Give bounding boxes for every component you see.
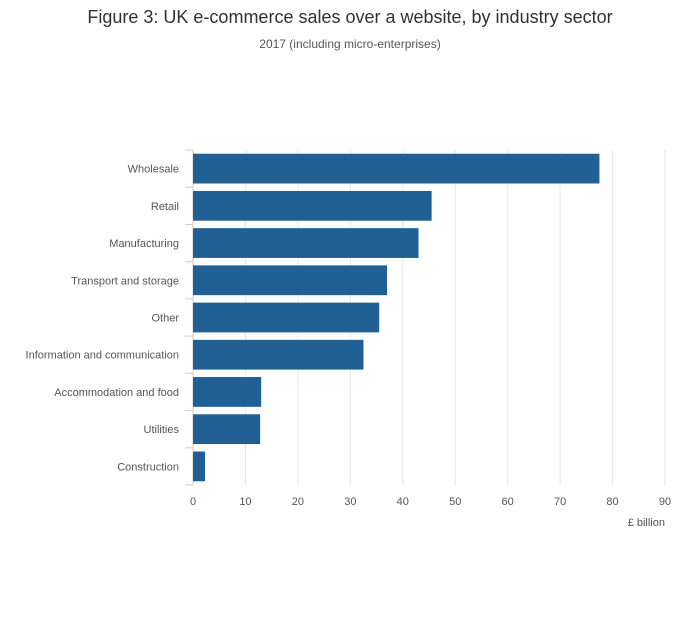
category-label: Manufacturing [109, 238, 179, 250]
bar [193, 228, 419, 258]
category-label: Transport and storage [71, 275, 179, 287]
bar [193, 190, 432, 221]
bar [193, 414, 261, 445]
x-tick-label: 60 [502, 496, 514, 508]
category-label: Information and communication [26, 350, 179, 362]
category-label: Utilities [144, 424, 180, 436]
category-label: Accommodation and food [54, 387, 179, 399]
bar [193, 302, 380, 333]
bar [193, 377, 262, 407]
x-tick-label: 0 [190, 496, 196, 508]
bar [193, 451, 206, 482]
category-label: Construction [117, 461, 179, 473]
category-label: Retail [151, 201, 179, 213]
x-axis-title: £ billion [628, 517, 665, 529]
bar [193, 339, 364, 370]
category-label: Wholesale [128, 164, 179, 176]
x-tick-label: 80 [606, 496, 618, 508]
x-tick-label: 20 [292, 496, 304, 508]
x-tick-label: 30 [344, 496, 356, 508]
chart-title: Figure 3: UK e-commerce sales over a web… [87, 7, 613, 27]
bar [193, 265, 388, 296]
x-tick-label: 40 [397, 496, 409, 508]
x-tick-label: 10 [239, 496, 251, 508]
bar [193, 153, 600, 184]
x-tick-label: 50 [449, 496, 461, 508]
chart-subtitle: 2017 (including micro-enterprises) [259, 37, 441, 51]
x-tick-label: 70 [554, 496, 566, 508]
x-tick-label: 90 [659, 496, 671, 508]
category-label: Other [151, 313, 179, 325]
